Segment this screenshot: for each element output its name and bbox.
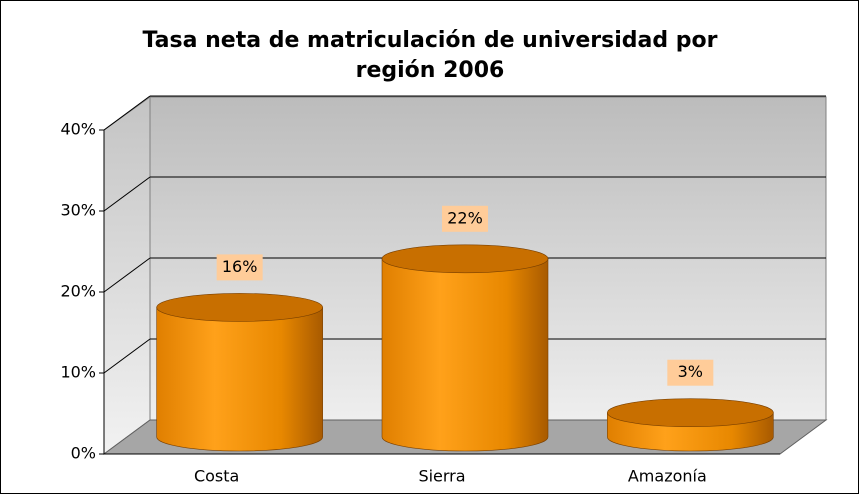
value-label-box [216,254,263,281]
cylinder-top [381,244,549,274]
x-tick-label: Amazonía [628,467,707,486]
cylinder-top [607,398,774,428]
grid-line [103,338,151,374]
y-tick-label: 10% [60,363,96,382]
x-tick-label: Sierra [418,467,465,486]
y-tick-label: 40% [60,120,96,139]
grid-line [103,257,151,293]
x-tick-label: Costa [194,467,239,486]
chart-title: Tasa neta de matriculación de universida… [142,28,718,83]
cylinder-top [156,293,323,322]
y-tick-label: 30% [60,201,96,220]
grid-line [103,95,151,131]
value-label: 16% [222,257,258,276]
value-label-box [667,359,714,386]
y-tick-label: 20% [60,282,96,301]
y-tick-label: 0% [71,444,96,463]
value-label: 3% [678,362,703,381]
cylinder [156,307,323,452]
cylinder [381,258,549,452]
value-label: 22% [447,208,483,227]
value-label-box [442,205,488,232]
grid-line [103,176,151,212]
